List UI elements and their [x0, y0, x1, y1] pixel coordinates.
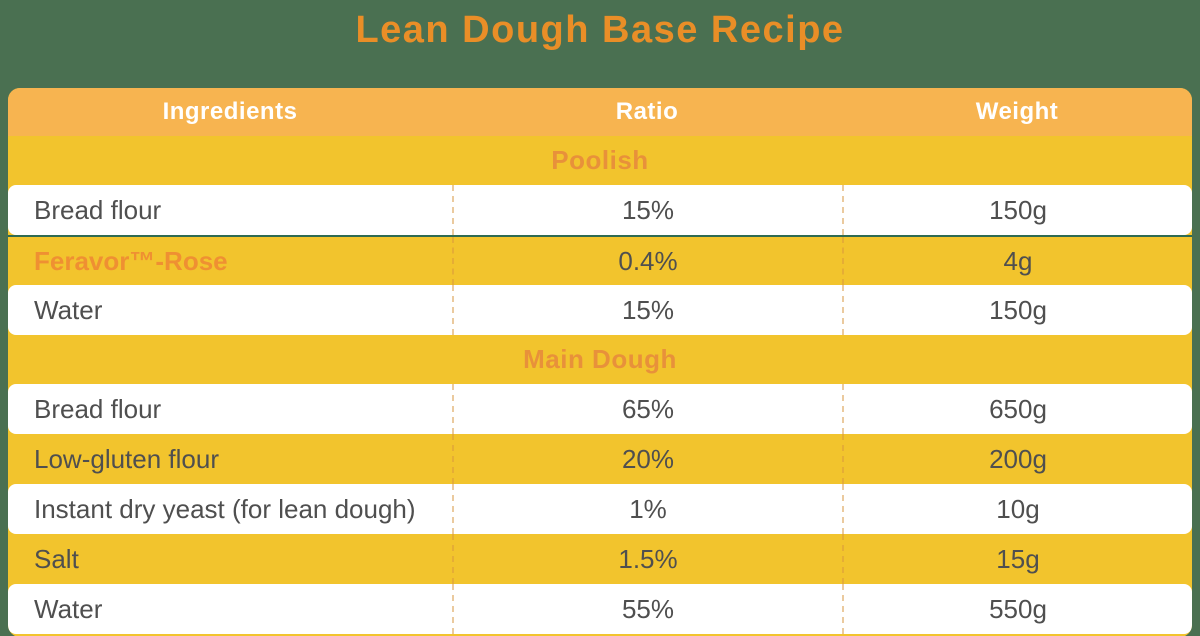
ingredient-cell: Water	[34, 294, 103, 325]
section-label: Poolish	[551, 145, 649, 175]
ingredient-cell: Water	[34, 593, 103, 624]
weight-cell: 650g	[842, 384, 1192, 434]
ratio-cell: 0.4%	[452, 237, 842, 285]
ingredient-cell: Bread flour	[34, 194, 162, 225]
weight-cell: 4g	[842, 237, 1192, 285]
ratio-cell: 15%	[452, 185, 842, 235]
ingredient-cell: Feravor™-Rose	[34, 245, 228, 276]
table-row: Instant dry yeast (for lean dough) 1% 10…	[8, 484, 1192, 534]
weight-cell: 150g	[842, 185, 1192, 235]
table-body: Poolish Bread flour 15% 150g Feravor™-Ro…	[8, 136, 1192, 634]
table-row: Water 15% 150g	[8, 285, 1192, 335]
ingredient-cell: Low-gluten flour	[34, 443, 219, 474]
ratio-cell: 1%	[452, 484, 842, 534]
ingredient-cell: Salt	[34, 543, 79, 574]
ratio-cell: 15%	[452, 285, 842, 335]
ingredient-cell: Instant dry yeast (for lean dough)	[34, 493, 416, 524]
weight-cell: 150g	[842, 285, 1192, 335]
ratio-cell: 55%	[452, 584, 842, 634]
table-row: Bread flour 15% 150g	[8, 185, 1192, 235]
weight-cell: 15g	[842, 534, 1192, 584]
table-row: Bread flour 65% 650g	[8, 384, 1192, 434]
page-title: Lean Dough Base Recipe	[355, 9, 845, 51]
title-bar: Lean Dough Base Recipe	[0, 0, 1200, 88]
weight-cell: 200g	[842, 434, 1192, 484]
ratio-cell: 20%	[452, 434, 842, 484]
ingredient-cell: Bread flour	[34, 393, 162, 424]
weight-cell: 550g	[842, 584, 1192, 634]
section-header-row: Main Dough	[8, 335, 1192, 384]
table-row: Water 55% 550g	[8, 584, 1192, 634]
column-header-ratio: Ratio	[615, 98, 679, 125]
section-header-row: Poolish	[8, 136, 1192, 185]
column-header-weight: Weight	[975, 98, 1059, 125]
table-header-row: Ingredients Ratio Weight	[8, 88, 1192, 136]
section-label: Main Dough	[523, 344, 677, 374]
column-header-ingredients: Ingredients	[162, 98, 298, 125]
ratio-cell: 1.5%	[452, 534, 842, 584]
ratio-cell: 65%	[452, 384, 842, 434]
weight-cell: 10g	[842, 484, 1192, 534]
table-row: Feravor™-Rose 0.4% 4g	[8, 235, 1192, 285]
table-row: Salt 1.5% 15g	[8, 534, 1192, 584]
table-row: Low-gluten flour 20% 200g	[8, 434, 1192, 484]
recipe-table: Ingredients Ratio Weight Poolish Bread f…	[8, 88, 1192, 636]
